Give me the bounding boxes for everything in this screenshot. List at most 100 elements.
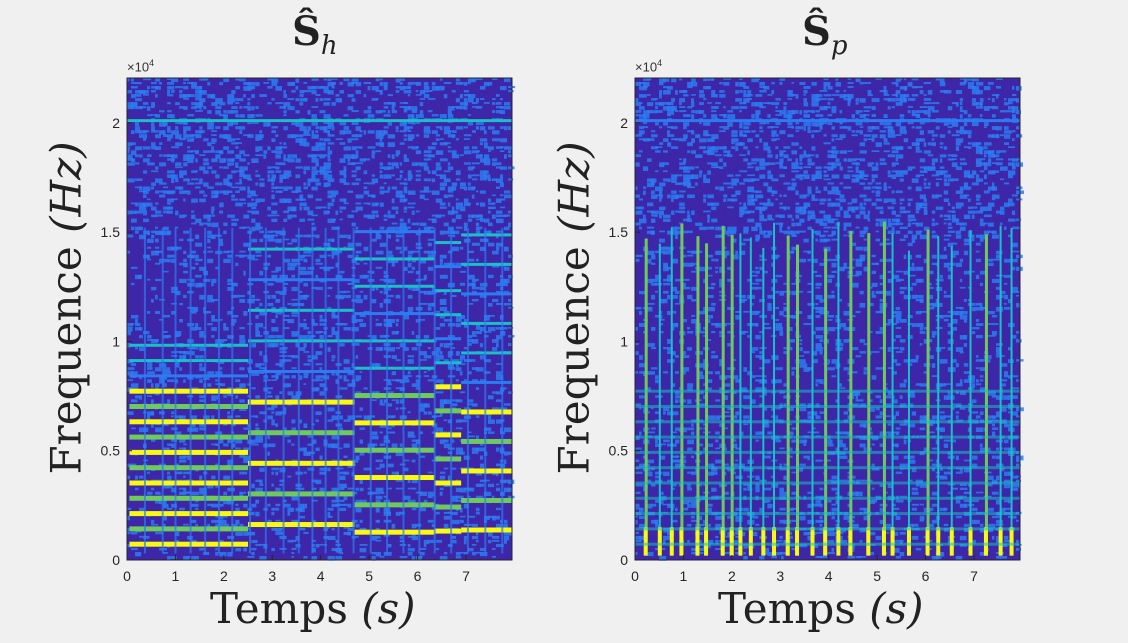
heatmap-cell (711, 94, 718, 98)
heatmap-cell (635, 551, 638, 555)
heatmap-cell (779, 535, 783, 539)
heatmap-cell (755, 355, 762, 358)
heatmap-cell (647, 387, 651, 392)
heatmap-cell (267, 451, 270, 456)
heatmap-cell (503, 266, 510, 271)
heatmap-cell (687, 399, 692, 404)
heatmap-cell (227, 122, 233, 127)
heatmap-cell (843, 367, 850, 371)
heatmap-cell (639, 118, 647, 120)
heatmap-cell (255, 174, 261, 178)
heatmap-cell (435, 355, 444, 360)
heatmap-cell (747, 94, 753, 97)
heatmap-cell (147, 363, 153, 368)
heatmap-cell (823, 122, 828, 125)
heatmap-cell (771, 190, 778, 194)
heatmap-cell (403, 102, 409, 104)
heatmap-cell (659, 90, 663, 95)
heatmap-cell (239, 335, 245, 339)
heatmap-cell (139, 507, 145, 512)
heatmap-cell (199, 367, 206, 372)
heatmap-cell (307, 331, 312, 335)
harmonic-partial (434, 313, 462, 317)
heatmap-cell (703, 327, 707, 330)
heatmap-cell (639, 355, 643, 360)
heatmap-cell (755, 523, 760, 526)
heatmap-cell (183, 122, 188, 125)
heatmap-cell (391, 399, 396, 402)
heatmap-cell (503, 154, 507, 159)
heatmap-cell (311, 114, 317, 118)
heatmap-cell (423, 90, 429, 93)
heatmap-cell (307, 194, 314, 199)
heatmap-cell (687, 194, 695, 199)
heatmap-cell (735, 531, 739, 535)
heatmap-cell (703, 78, 708, 82)
heatmap-cell (407, 310, 413, 313)
heatmap-cell (199, 427, 207, 431)
heatmap-cell (747, 487, 753, 491)
heatmap-cell (799, 82, 806, 85)
heatmap-cell (207, 523, 210, 529)
heatmap-cell (815, 114, 824, 117)
heatmap-cell (411, 122, 416, 125)
heatmap-cell (271, 483, 274, 487)
heatmap-cell (711, 166, 720, 169)
heatmap-cell (291, 262, 297, 267)
heatmap-cell (395, 379, 401, 382)
heatmap-cell (815, 302, 819, 306)
heatmap-cell (671, 106, 677, 111)
heatmap-cell (819, 351, 823, 355)
heatmap-cell (251, 294, 256, 299)
heatmap-cell (679, 222, 684, 225)
heatmap-cell (671, 98, 676, 102)
heatmap-cell (371, 286, 375, 291)
heatmap-cell (195, 90, 203, 94)
heatmap-cell (231, 138, 236, 142)
heatmap-cell (179, 90, 183, 94)
heatmap-cell (843, 411, 849, 415)
heatmap-cell (775, 415, 779, 420)
heatmap-cell (659, 555, 667, 561)
heatmap-cell (215, 443, 218, 446)
heatmap-cell (671, 138, 678, 141)
heatmap-cell (727, 206, 734, 209)
heatmap-cell (487, 126, 495, 130)
onset-trace (143, 227, 146, 554)
heatmap-cell (179, 367, 183, 371)
heatmap-cell (335, 499, 339, 502)
heatmap-cell (379, 278, 386, 281)
heatmap-cell (163, 371, 171, 376)
heatmap-cell (151, 411, 155, 416)
heatmap-cell (379, 138, 383, 142)
heatmap-cell (187, 491, 191, 494)
heatmap-cell (387, 511, 391, 515)
heatmap-cell (147, 371, 155, 375)
heatmap-cell (743, 331, 749, 333)
onset-trace (337, 227, 340, 554)
heatmap-cell (711, 258, 715, 262)
heatmap-cell (219, 202, 224, 208)
heatmap-cell (375, 499, 381, 504)
heatmap-cell (475, 202, 479, 206)
heatmap-cell (771, 314, 775, 320)
heatmap-cell (211, 102, 218, 107)
heatmap-cell (423, 126, 431, 131)
heatmap-cell (211, 158, 218, 163)
heatmap-cell (647, 343, 655, 347)
heatmap-cell (695, 222, 703, 227)
harmonic-partial (434, 504, 462, 510)
heatmap-cell (783, 206, 787, 211)
heatmap-cell (871, 178, 875, 183)
heatmap-cell (171, 90, 175, 93)
heatmap-cell (419, 359, 427, 361)
heatmap-cell (171, 487, 177, 493)
heatmap-cell (763, 182, 769, 187)
heatmap-cell (687, 218, 692, 223)
heatmap-cell (451, 106, 460, 108)
heatmap-cell (443, 319, 452, 322)
heatmap-cell (503, 479, 510, 483)
heatmap-cell (283, 282, 289, 285)
heatmap-cell (347, 254, 353, 259)
heatmap-cell (295, 134, 304, 138)
